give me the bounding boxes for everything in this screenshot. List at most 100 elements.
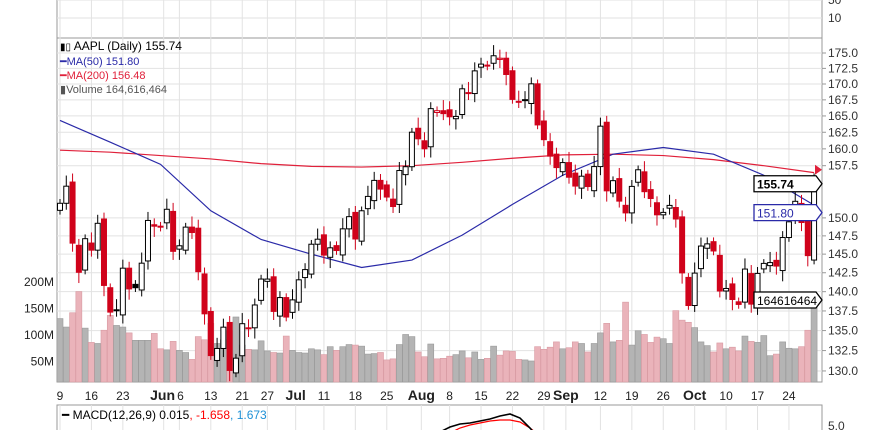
date-tick-label: 29 [537, 389, 551, 403]
candle-body [597, 125, 604, 168]
volume-bar [88, 342, 95, 383]
date-tick-label: 27 [261, 389, 275, 403]
candle-body [377, 179, 384, 190]
candle [377, 173, 384, 200]
candle-body [566, 162, 573, 178]
candle [748, 265, 755, 313]
macd-legend: ━ MACD(12,26,9) 0.015, -1.658, 1.673 [62, 408, 267, 422]
candle-body [616, 178, 623, 202]
candle [57, 199, 63, 215]
candle [88, 232, 95, 257]
volume-bar [56, 318, 64, 383]
volume-bar [546, 346, 554, 383]
candle [440, 100, 447, 121]
candle-body [214, 347, 221, 361]
candle [346, 208, 353, 238]
candle-body [641, 171, 648, 193]
volume-bar [710, 351, 717, 383]
candle-body [735, 301, 742, 305]
volume-bar [622, 301, 629, 383]
candle [352, 206, 359, 250]
volume-bar [465, 357, 472, 383]
volume-bar [364, 353, 372, 383]
candle-body [591, 166, 598, 192]
volume-bar [169, 341, 177, 383]
volume-bar [408, 336, 416, 383]
volume-bar [634, 330, 642, 383]
volume-bar [345, 344, 353, 383]
candle-body [170, 210, 177, 252]
volume-bar [490, 345, 497, 383]
date-tick-label: 16 [85, 389, 99, 403]
candle-body [478, 63, 485, 68]
candle [264, 268, 271, 288]
candle [503, 51, 510, 86]
volume-bar [301, 352, 309, 383]
macd-signal: , -1.658 [189, 408, 231, 422]
candle [723, 279, 730, 300]
candle [201, 267, 208, 325]
volume-bar [370, 353, 378, 383]
candle-body [741, 268, 748, 303]
volume-bar [571, 341, 579, 383]
candle [163, 198, 170, 230]
volume-bar [289, 350, 296, 383]
volume-bar [75, 291, 83, 383]
volume-bar [157, 348, 164, 383]
ma200-price-marker [815, 164, 822, 175]
volume-bar [433, 358, 441, 383]
candle-body [239, 323, 246, 357]
candle [132, 280, 139, 292]
candle [710, 237, 717, 256]
candle [697, 237, 704, 278]
volume-bar [264, 350, 271, 383]
macd-hist: , 1.673 [230, 408, 267, 422]
volume-bar [697, 341, 705, 383]
candle-body [320, 234, 327, 256]
volume-bar [628, 344, 636, 383]
volume-bar [144, 339, 152, 383]
candle [515, 90, 522, 109]
candle-body [188, 226, 195, 234]
candle [597, 117, 604, 176]
volume-bar [597, 332, 604, 383]
candle-body [804, 219, 811, 257]
candle [584, 169, 591, 191]
volume-bar [94, 343, 102, 383]
volume-bar [685, 321, 692, 383]
volume-bar [446, 355, 453, 383]
candle-body [126, 267, 133, 290]
candle-body [748, 273, 755, 305]
candle-body [515, 100, 522, 103]
candle-body [144, 219, 151, 262]
candle-body [540, 120, 547, 141]
volume-bar [358, 345, 365, 383]
date-tick-label: Jul [286, 387, 306, 403]
candle [773, 251, 780, 275]
candle [566, 151, 573, 184]
volume-bars-icon: ▮ [60, 84, 67, 96]
candle [151, 218, 158, 237]
candle-body [264, 278, 271, 282]
volume-bar [484, 358, 491, 383]
volume-bar [540, 349, 548, 383]
candle [220, 318, 227, 358]
volume-bar [521, 359, 529, 383]
legend-main-text: AAPL (Daily) 155.74 [73, 39, 182, 53]
volume-bar [559, 348, 567, 383]
candle [207, 307, 214, 360]
candle [660, 208, 667, 220]
macd-line [442, 413, 533, 430]
candle-body [584, 173, 591, 188]
candle [327, 241, 334, 269]
candle-body [119, 267, 126, 316]
macd-value: 0.015 [159, 408, 190, 422]
volume-bar [779, 341, 786, 383]
candle-body [484, 64, 491, 67]
volume-bar [590, 343, 598, 383]
date-tick-label: 17 [751, 389, 765, 403]
candle-body [628, 185, 635, 214]
candle-body [182, 226, 189, 251]
volume-bar [641, 334, 648, 383]
candle-body [522, 99, 529, 102]
